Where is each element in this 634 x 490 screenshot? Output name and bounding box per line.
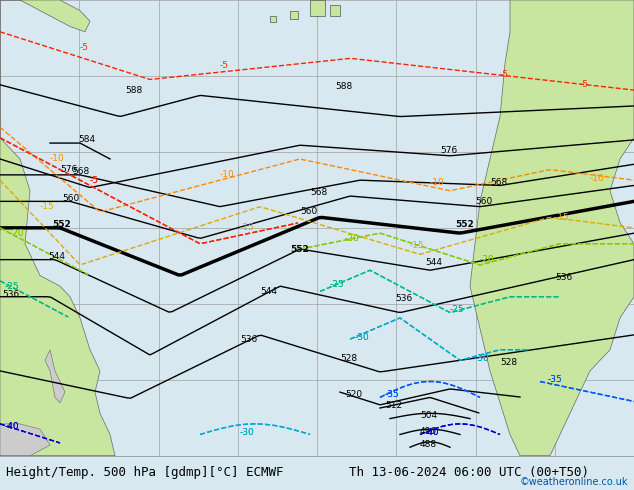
Text: -20: -20 [345, 234, 359, 243]
Polygon shape [0, 424, 50, 456]
Text: -30: -30 [240, 428, 255, 437]
Text: 568: 568 [490, 178, 507, 187]
Text: -20: -20 [345, 234, 359, 243]
Text: -20: -20 [10, 229, 25, 238]
Text: 588: 588 [125, 86, 142, 95]
Text: 560: 560 [62, 194, 79, 203]
Text: -5: -5 [90, 175, 99, 185]
Text: 528: 528 [500, 358, 517, 367]
Text: 544: 544 [260, 287, 277, 296]
Text: 552: 552 [52, 220, 71, 229]
Text: 552: 552 [290, 245, 309, 253]
Text: 544: 544 [48, 252, 65, 261]
Text: -40: -40 [425, 428, 439, 437]
Text: Th 13-06-2024 06:00 UTC (00+T50): Th 13-06-2024 06:00 UTC (00+T50) [349, 466, 589, 479]
Text: -35: -35 [385, 390, 400, 399]
Polygon shape [0, 0, 115, 456]
Text: 528: 528 [340, 354, 357, 363]
Polygon shape [270, 16, 276, 22]
Text: -25: -25 [5, 282, 20, 291]
Text: ©weatheronline.co.uk: ©weatheronline.co.uk [519, 477, 628, 487]
Text: -25: -25 [330, 279, 345, 289]
Text: -30: -30 [355, 333, 370, 342]
Text: 584: 584 [78, 135, 95, 145]
Text: 536: 536 [555, 273, 573, 282]
Text: -10: -10 [430, 178, 444, 187]
Text: 568: 568 [310, 188, 327, 197]
Text: 536: 536 [240, 335, 257, 343]
Text: 588: 588 [335, 82, 353, 92]
Text: 488: 488 [420, 440, 437, 448]
Text: -15: -15 [410, 242, 425, 250]
Text: -30: -30 [475, 354, 489, 363]
Text: Height/Temp. 500 hPa [gdmp][°C] ECMWF: Height/Temp. 500 hPa [gdmp][°C] ECMWF [6, 466, 284, 479]
Polygon shape [310, 0, 325, 16]
Text: 536: 536 [395, 294, 412, 303]
Text: -5: -5 [220, 61, 229, 70]
Text: -20: -20 [10, 229, 25, 238]
Text: -25: -25 [450, 305, 465, 314]
Text: -30: -30 [240, 428, 255, 437]
Text: -20: -20 [480, 255, 495, 264]
Text: -15: -15 [555, 213, 570, 222]
Text: -10: -10 [50, 154, 65, 164]
Text: -10: -10 [590, 173, 605, 183]
Text: 520: 520 [345, 390, 362, 399]
Text: -40: -40 [5, 421, 20, 431]
Text: 512: 512 [385, 401, 402, 411]
Text: 576: 576 [440, 146, 457, 155]
Text: -15: -15 [40, 202, 55, 211]
Text: -5: -5 [500, 70, 509, 79]
Text: 560: 560 [300, 207, 317, 217]
Text: -25: -25 [5, 282, 20, 291]
Text: 552: 552 [455, 220, 474, 229]
Text: -35: -35 [385, 390, 400, 399]
Text: 576: 576 [60, 165, 77, 174]
Text: -35: -35 [548, 375, 563, 384]
Text: -20: -20 [480, 255, 495, 264]
Text: -35: -35 [548, 375, 563, 384]
Text: -5: -5 [80, 43, 89, 52]
Text: -30: -30 [475, 354, 489, 363]
Polygon shape [330, 5, 340, 16]
Text: 560: 560 [475, 197, 492, 206]
Text: 536: 536 [2, 290, 19, 299]
Text: -5: -5 [580, 80, 589, 89]
Text: 504: 504 [420, 411, 437, 420]
Text: 568: 568 [72, 167, 89, 176]
Polygon shape [290, 11, 298, 19]
Text: -5: -5 [90, 175, 99, 185]
Text: -40: -40 [5, 421, 20, 431]
Text: 496: 496 [420, 427, 437, 436]
Polygon shape [0, 0, 90, 32]
Polygon shape [470, 0, 634, 456]
Text: -25: -25 [450, 305, 465, 314]
Text: 544: 544 [425, 258, 442, 268]
Text: -40: -40 [425, 428, 439, 437]
Text: -25: -25 [330, 279, 345, 289]
Polygon shape [45, 350, 65, 403]
Text: -15: -15 [240, 223, 255, 232]
Text: -30: -30 [355, 333, 370, 342]
Text: -10: -10 [220, 171, 235, 179]
